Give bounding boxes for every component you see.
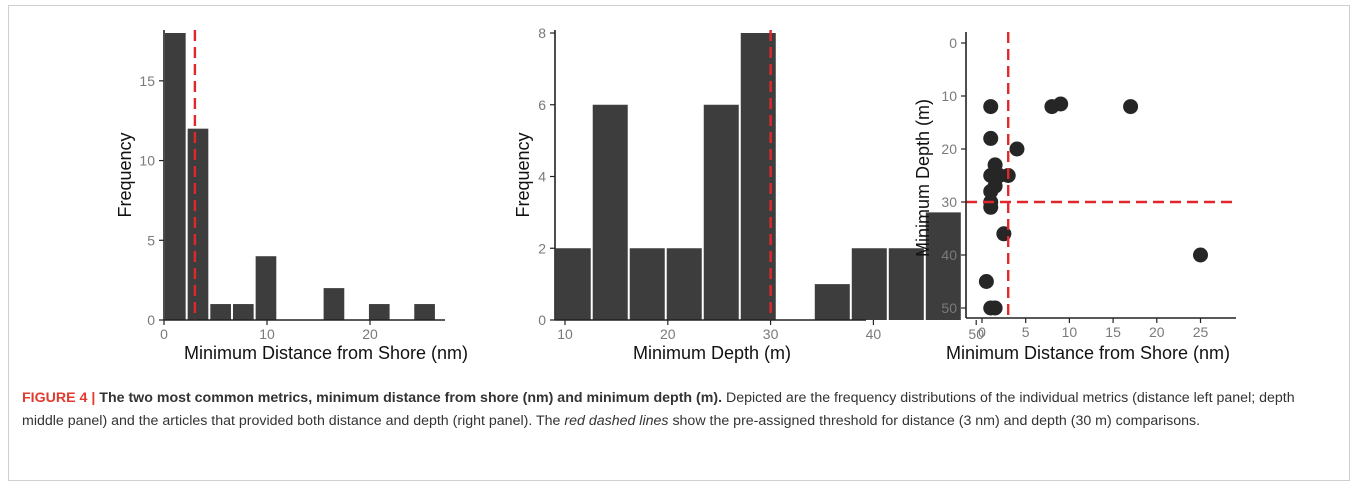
caption-label: FIGURE 4 | [22, 390, 96, 406]
y-tick-label: 30 [941, 194, 957, 210]
x-tick-label: 20 [362, 326, 378, 342]
histogram-bar [925, 212, 961, 320]
y-tick-label: 6 [538, 97, 546, 113]
y-tick-label: 4 [538, 169, 546, 185]
x-tick-label: 10 [557, 326, 573, 342]
x-axis-title: Minimum Depth (m) [633, 343, 791, 363]
caption-text-2: show the pre-assigned threshold for dist… [672, 413, 1201, 429]
histogram-bar [210, 304, 231, 320]
histogram-bar [888, 248, 924, 320]
histogram-bar [323, 288, 345, 320]
histogram-bar [187, 128, 209, 320]
scatter-point [983, 183, 999, 199]
x-tick-label: 25 [1193, 324, 1209, 340]
scatter-point [1009, 141, 1025, 157]
y-tick-label: 10 [941, 88, 957, 104]
y-tick-label: 20 [941, 141, 957, 157]
histogram-bar [666, 248, 702, 320]
x-tick-label: 20 [1149, 324, 1165, 340]
histogram-bar [414, 304, 435, 320]
x-tick-label: 10 [1062, 324, 1078, 340]
y-tick-label: 40 [941, 247, 957, 263]
histogram-bar [851, 248, 887, 320]
figure-caption: FIGURE 4 | The two most common metrics, … [22, 387, 1340, 433]
y-axis-title: Frequency [513, 132, 533, 217]
y-axis-title: Frequency [115, 132, 135, 217]
y-tick-label: 8 [538, 25, 546, 41]
x-tick-label: 30 [763, 326, 779, 342]
y-tick-label: 0 [538, 312, 546, 328]
y-tick-label: 0 [949, 35, 957, 51]
scatter-point [983, 99, 999, 115]
y-tick-label: 10 [139, 153, 155, 169]
caption-title: The two most common metrics, minimum dis… [99, 390, 723, 406]
histogram-bar [232, 304, 254, 320]
chart-panel-2: 0 2 4 6 8 10 20 30 40 50 Minimum Depth (m) Frequenc… [513, 25, 984, 363]
x-tick-label: 10 [259, 326, 275, 342]
x-tick-label: 15 [1105, 324, 1121, 340]
x-axis-title: Minimum Distance from Shore (nm) [184, 343, 468, 363]
histogram-bar [255, 256, 277, 320]
y-tick-label: 50 [941, 300, 957, 316]
x-tick-label: 40 [866, 326, 882, 342]
caption-text-1: Depicted are the frequency distributions… [22, 390, 1295, 429]
y-tick-label: 0 [147, 312, 155, 328]
y-tick-label: 5 [147, 232, 155, 248]
caption-emphasis: red dashed lines [564, 413, 669, 429]
scatter-point [983, 199, 999, 215]
histogram-bar [555, 248, 591, 320]
histogram-bar [703, 104, 739, 320]
x-tick-label: 0 [160, 326, 168, 342]
histogram-bar [629, 248, 665, 320]
y-axis-title: Minimum Depth (m) [913, 99, 933, 257]
scatter-point [983, 130, 999, 146]
x-tick-label: 50 [968, 326, 984, 342]
scatter-point [1193, 247, 1208, 263]
y-tick-label: 15 [139, 73, 155, 89]
x-tick-label: 20 [660, 326, 676, 342]
histogram-bar [165, 33, 186, 320]
y-tick-label: 2 [538, 240, 546, 256]
x-axis-title: Minimum Distance from Shore (nm) [946, 343, 1230, 363]
x-tick-label: 0 [978, 324, 986, 340]
scatter-point [987, 300, 1003, 316]
figure-frame [8, 5, 1350, 481]
scatter-point [978, 274, 994, 289]
histogram-bar [368, 304, 390, 320]
histogram-bar [814, 284, 850, 320]
x-tick-label: 5 [1022, 324, 1030, 340]
scatter-point [1053, 96, 1069, 112]
scatter-point [1123, 99, 1139, 115]
histogram-bar [592, 104, 628, 320]
